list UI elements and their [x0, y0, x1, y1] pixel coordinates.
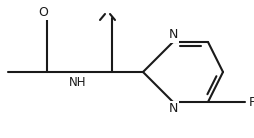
- Text: N: N: [168, 29, 178, 42]
- Text: NH: NH: [69, 75, 87, 88]
- Text: N: N: [168, 103, 178, 116]
- Text: O: O: [38, 6, 48, 18]
- Text: F: F: [248, 95, 254, 108]
